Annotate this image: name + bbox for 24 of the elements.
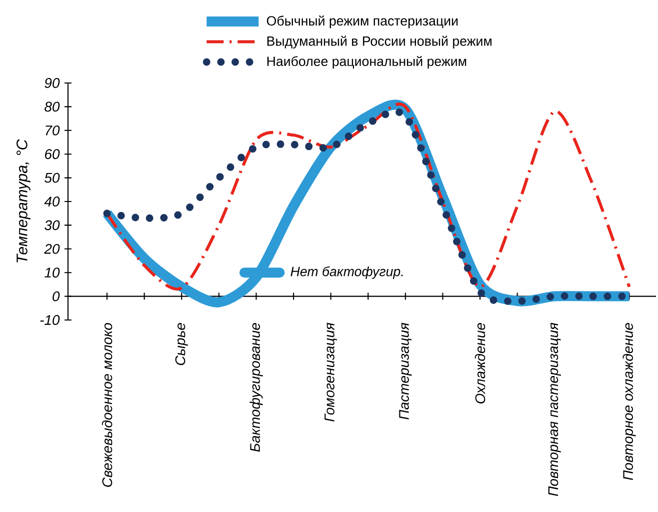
y-tick-label: -10 — [40, 315, 60, 325]
y-tick-label: 30 — [44, 220, 60, 230]
x-tick-label: Повторное охлаждение — [622, 323, 636, 480]
x-tick-label: Бактофугирование — [250, 323, 263, 452]
y-tick-label: 10 — [44, 268, 60, 278]
x-tick-label: Сырье — [175, 323, 188, 366]
y-tick-label: 90 — [44, 78, 60, 88]
legend-label: Обычный режим пастеризации — [266, 16, 458, 28]
x-tick-label: Повторная пастеризация — [548, 322, 561, 496]
x-tick-label: Пастеризация — [399, 322, 412, 420]
x-tick-label: Свежевыдоенное молоко — [102, 322, 112, 487]
x-tick-label: Охлаждение — [474, 323, 486, 404]
y-tick-label: 40 — [44, 196, 60, 206]
y-tick-label: 60 — [45, 149, 60, 160]
y-tick-label: 0 — [52, 291, 60, 302]
legend-label: Выдуманный в России новый режим — [267, 36, 492, 48]
y-tick-label: 20 — [44, 244, 60, 254]
y-tick-label: 70 — [46, 125, 60, 136]
x-tick-label: Гомогенизация — [324, 322, 338, 422]
y-tick-label: 50 — [44, 172, 60, 183]
legend-label: Наиболее рациональный режим — [267, 56, 466, 69]
annotation: Нет бактофугир. — [290, 266, 403, 279]
y-axis-title: Температура, °C — [16, 139, 30, 262]
y-tick-label: 80 — [44, 102, 60, 112]
